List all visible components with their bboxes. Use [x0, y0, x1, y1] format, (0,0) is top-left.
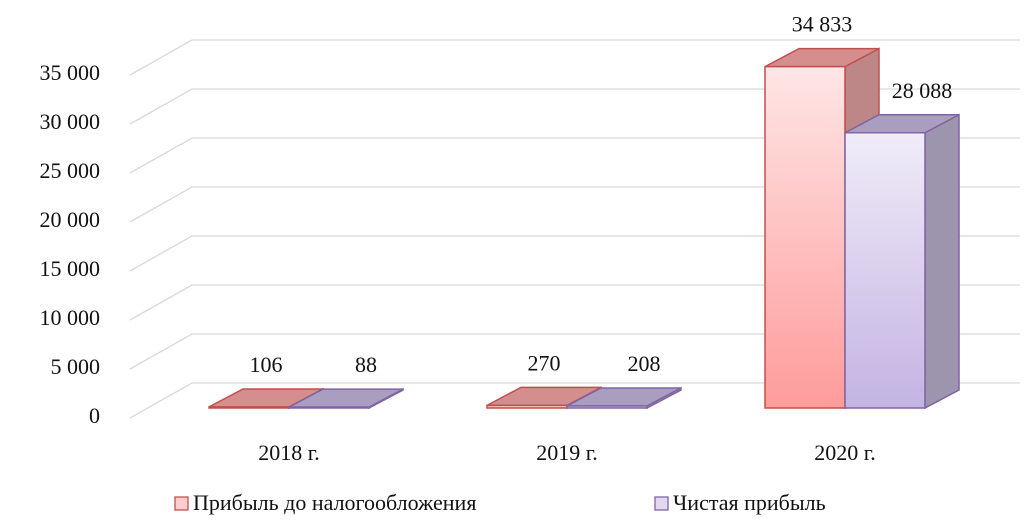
y-tick-label: 0 [89, 403, 100, 428]
y-tick-label: 5 000 [51, 354, 101, 379]
data-label: 88 [355, 352, 377, 377]
grid-line [129, 137, 1020, 174]
grid-line [129, 382, 1020, 419]
y-tick-label: 20 000 [40, 207, 101, 232]
bar [566, 405, 648, 409]
y-tick-label: 25 000 [40, 158, 101, 183]
bar [844, 131, 926, 409]
x-tick-label: 2018 г. [258, 440, 320, 465]
bar [486, 404, 568, 409]
legend-label: Чистая прибыль [673, 490, 826, 515]
y-tick-label: 30 000 [40, 109, 101, 134]
grid-line [129, 284, 1020, 321]
x-tick-label: 2020 г. [814, 440, 876, 465]
x-tick-label: 2019 г. [536, 440, 598, 465]
data-label: 106 [250, 352, 283, 377]
legend-swatch [174, 496, 189, 511]
data-label: 270 [528, 350, 561, 375]
y-tick-label: 15 000 [40, 256, 101, 281]
grid-line [129, 333, 1020, 370]
bar [288, 406, 370, 409]
bar-side [924, 113, 960, 410]
bar [208, 406, 290, 409]
y-tick-label: 35 000 [40, 60, 101, 85]
grid-line [129, 88, 1020, 125]
y-tick-label: 10 000 [40, 305, 101, 330]
grid-line [129, 186, 1020, 223]
data-label: 208 [628, 351, 661, 376]
data-label: 28 088 [892, 78, 953, 103]
grid-line [129, 235, 1020, 272]
grid-line [129, 39, 1020, 76]
legend-swatch [654, 496, 669, 511]
data-label: 34 833 [792, 12, 853, 37]
bar [764, 65, 846, 409]
legend-label: Прибыль до налогообложения [193, 490, 476, 515]
